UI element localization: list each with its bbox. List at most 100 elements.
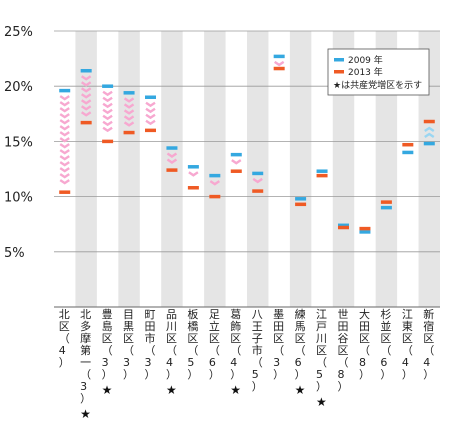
x-label-char: 立 [209,319,220,333]
mark-2013 [59,190,71,194]
y-axis-ticks: 5% 10% 15% 20% 25% [4,25,33,261]
legend-swatch-2009 [334,58,344,62]
x-label-char: 区 [123,332,134,345]
trend-chevron [59,155,70,161]
mark-2009 [359,230,371,234]
x-label-char: ） [423,368,434,381]
mark-2009 [380,205,392,210]
x-label-char: 4 [59,344,66,357]
trend-chevron [59,179,70,185]
x-label-char: 区 [402,332,413,345]
mark-2009 [123,91,135,95]
x-label-char: 4 [402,356,409,369]
x-label-char: 品 [166,308,177,321]
column-stripe [247,31,269,307]
column-stripe [204,31,226,307]
x-label-char: （ [145,344,156,357]
mark-2013 [423,119,435,124]
x-label-char: ） [102,368,113,381]
trend-chevron [102,120,113,127]
x-label-char: 区 [102,332,113,345]
x-label-char: 摩 [80,331,91,345]
trend-chevron [102,114,113,121]
x-label-char: （ [273,344,284,357]
trend-chevron [123,121,135,127]
x-label-char: 区 [187,332,198,345]
x-label-char: ） [166,368,177,381]
mark-2013 [80,120,92,125]
x-label-char: 5 [187,356,194,369]
column-stripe [418,31,440,307]
mark-2009 [316,169,328,173]
x-label-char: 北 [80,308,91,321]
x-label-char: ） [359,368,370,381]
trend-chevron [59,137,70,143]
x-label-char: 並 [380,319,391,333]
trend-chevron [209,180,220,186]
x-label-char: ） [316,380,327,393]
x-label-char: （ [230,344,241,357]
trend-chevron [424,132,435,139]
increase-star: ★ [102,383,113,397]
x-label-char: 4 [166,356,173,369]
trend-chevron [81,105,92,111]
trend-chevron [102,90,113,97]
trend-chevron [59,125,70,131]
trend-chevron [102,126,113,133]
increase-star: ★ [316,395,327,409]
x-label-char: ） [380,368,391,381]
x-label-char: 橋 [187,319,198,333]
y-tick-label: 20% [4,80,33,95]
mark-2013 [338,225,349,230]
x-label-char: 子 [252,332,263,345]
mark-2013 [273,66,285,71]
mark-2013 [402,142,414,147]
legend-box [327,48,430,96]
trend-chevron [252,177,263,184]
x-label-char: ） [209,368,220,381]
x-label-char: 王 [252,320,263,333]
column-stripe [332,31,355,307]
x-label-char: 練 [295,307,306,321]
increase-star: ★ [295,383,306,397]
trend-chevron [166,152,178,158]
x-label-char: 6 [209,356,216,369]
x-label-char: 3 [123,356,130,369]
trend-chevron [59,107,70,113]
data-marks [59,54,435,234]
y-tick-label: 15% [4,135,33,150]
mark-2013 [230,169,242,173]
column-stripe [375,31,398,307]
trend-chevron [274,60,285,67]
trend-chevron [123,109,135,115]
x-label-char: （ [59,332,70,345]
trend-chevron [102,102,113,109]
x-label-char: 3 [145,356,152,369]
trend-chevron [59,173,70,179]
x-label-char: ） [273,368,284,381]
x-label-char: 市 [252,343,263,357]
increase-star: ★ [230,383,241,397]
x-label-char: 4 [230,356,237,369]
mark-2013 [166,168,178,172]
x-label-char: （ [123,344,134,357]
x-label-char: 区 [273,332,284,345]
x-label-char: 世 [338,308,349,321]
y-tick-label: 5% [4,246,25,261]
x-label-char: （ [423,344,434,357]
trend-chevron [145,113,156,120]
trend-chevron [231,159,242,165]
mark-2009 [102,84,114,88]
x-label-char: 江 [402,308,413,321]
x-label-char: 4 [423,356,430,369]
x-label-char: （ [295,344,306,357]
x-label-char: 6 [295,356,302,369]
trend-chevron [166,158,178,164]
x-label-char: ） [230,368,241,381]
trend-chevron [81,75,92,81]
x-label-char: 区 [423,332,434,345]
x-label-char: 区 [209,332,220,345]
x-label-char: （ [252,356,263,369]
x-label-char: 北 [59,308,70,321]
x-label-char: 谷 [338,332,349,345]
